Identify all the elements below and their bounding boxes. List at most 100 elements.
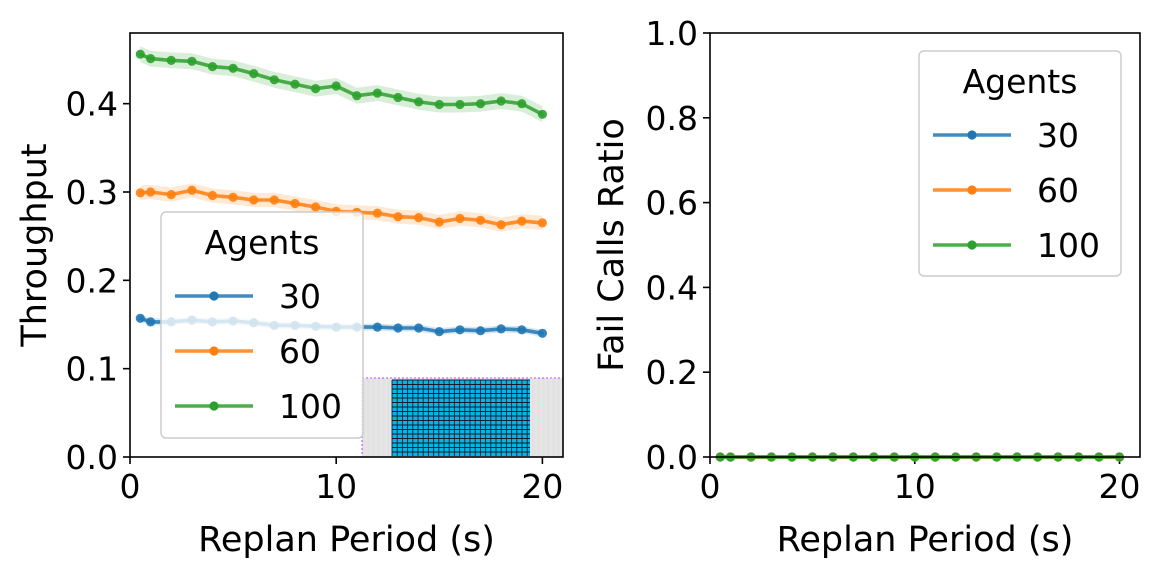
y-tick-label: 0.4 [646,268,698,307]
legend-entry-60: 60 [175,332,321,371]
data-point [475,99,486,109]
data-point [414,97,424,107]
data-point [352,91,362,101]
x-tick-label: 20 [1099,467,1141,506]
data-point [414,323,424,333]
data-point [207,190,218,201]
data-point [290,79,300,89]
data-point [228,192,238,202]
legend: Agents 30 60 100 [918,50,1122,277]
throughput-chart: 0 10 20 0.0 0.1 0.2 0.3 0.4 Replan Period (s) Thr… [15,32,564,560]
y-tick-label: 0.8 [646,99,698,138]
legend-label: 100 [1037,226,1100,265]
data-point [269,75,279,85]
data-point [372,208,382,218]
data-point [311,84,321,94]
legend-title: Agents [205,223,320,262]
legend-entry-30: 30 [175,277,321,316]
data-point [475,326,486,336]
warehouse-map-inset [361,377,564,458]
data-point [187,185,197,195]
data-point [269,195,279,205]
data-point [166,190,176,200]
data-point [537,109,548,119]
data-point [290,198,300,209]
data-point [517,216,527,226]
y-tick-label: 0.2 [66,261,118,300]
plot-frame [709,32,1141,458]
data-point [331,81,341,91]
data-point [455,99,465,110]
data-point [455,213,465,224]
data-point [414,213,424,223]
data-point [146,187,156,197]
legend: Agents 30 60 100 [160,211,364,439]
data-point [135,313,145,323]
data-point [475,215,486,225]
legend-box [160,211,364,439]
legend-label: 60 [1037,171,1079,210]
legend-marker [209,291,219,301]
legend-label: 60 [279,332,321,371]
y-tick-label: 0.2 [646,353,698,392]
data-point [455,325,465,335]
data-point [434,217,444,227]
data-point [187,56,197,66]
legend-marker [967,130,977,140]
legend-entry-100: 100 [933,226,1100,265]
data-point [146,317,156,327]
x-tick-label: 10 [894,467,936,506]
data-point [434,327,444,337]
legend-entry-30: 30 [933,116,1079,155]
data-point [496,220,506,230]
legend-entry-60: 60 [933,171,1079,210]
x-tick-label: 10 [315,467,357,506]
y-axis-label: Fail Calls Ratio [592,118,632,372]
y-tick-label: 0.1 [66,350,118,389]
legend-label: 30 [279,277,321,316]
plot-frame [129,32,564,458]
data-point [372,88,382,98]
y-tick-label: 0.0 [66,438,118,477]
y-tick-label: 1.0 [646,14,698,53]
data-point [311,202,321,212]
x-tick-label: 0 [120,467,141,506]
data-point [207,62,218,72]
legend-label: 100 [279,387,342,426]
data-point [146,54,156,64]
fail-calls-ratio-chart: 0 10 20 0.0 0.2 0.4 0.6 0.8 1.0 Replan Period (s)… [592,14,1141,560]
legend-title: Agents [963,62,1078,101]
x-tick-label: 20 [521,467,563,506]
confidence-band-100 [140,46,543,123]
data-point [228,63,238,73]
legend-marker [967,240,977,250]
legend-marker [209,346,219,356]
series-100 [135,46,548,123]
x-tick-label: 0 [700,467,721,506]
legend-box [918,50,1122,277]
data-point [496,324,506,334]
data-point [393,212,403,222]
x-axis-label: Replan Period (s) [198,520,495,560]
data-point [135,188,145,198]
y-tick-label: 0.4 [66,85,118,124]
data-point [135,49,145,59]
data-point [537,218,548,228]
data-point [393,323,403,333]
data-point [434,99,444,110]
data-point [496,96,506,106]
data-point [393,92,403,103]
legend-label: 30 [1037,116,1079,155]
data-point [249,69,259,79]
data-point [517,325,527,335]
x-axis-label: Replan Period (s) [777,520,1074,560]
y-tick-label: 0.6 [646,184,698,223]
y-axis-label: Throughput [15,143,55,347]
data-point [166,55,176,65]
legend-marker [967,185,977,195]
y-tick-label: 0.0 [646,438,698,477]
data-point [249,195,259,205]
legend-entry-100: 100 [175,387,342,426]
y-tick-label: 0.3 [66,173,118,212]
